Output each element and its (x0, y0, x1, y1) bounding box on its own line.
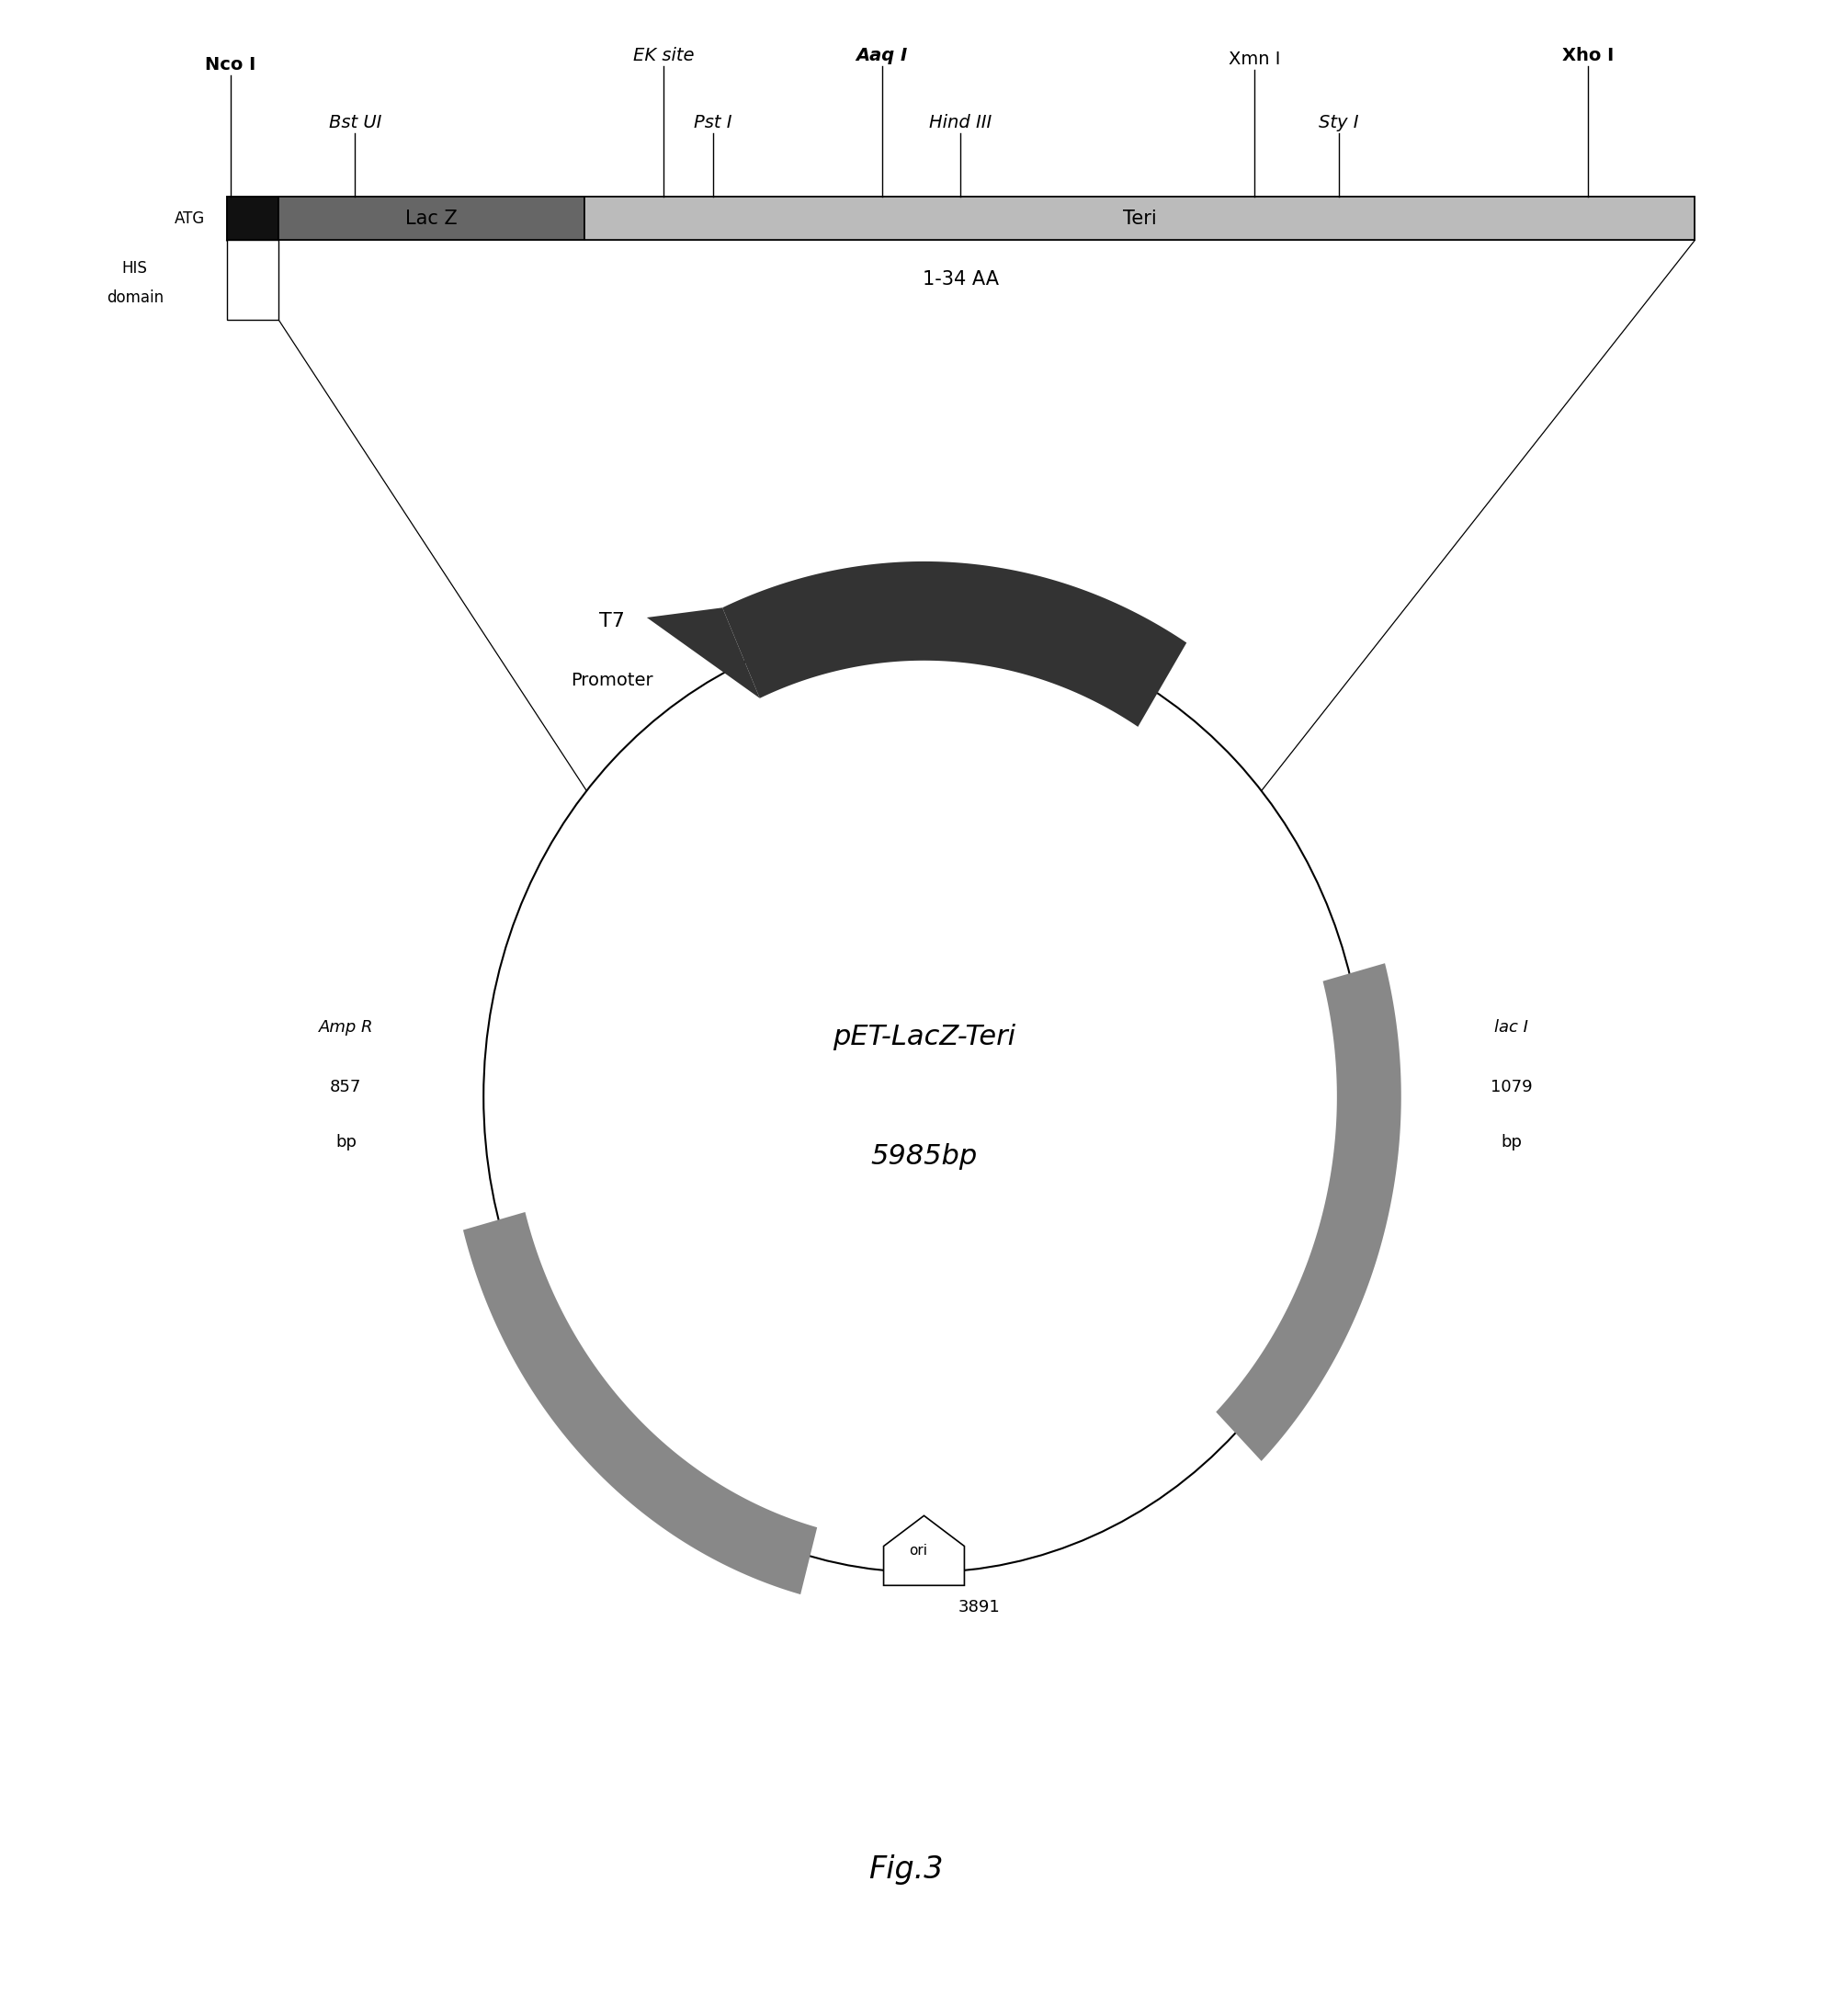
Bar (277, 198, 584, 239)
Text: ATG: ATG (174, 209, 205, 227)
Text: 1-34 AA: 1-34 AA (922, 269, 998, 289)
Text: 857: 857 (331, 1079, 362, 1095)
Text: domain: domain (107, 289, 163, 307)
Text: EK site: EK site (632, 46, 695, 64)
Text: Fig.3: Fig.3 (869, 1855, 942, 1885)
Text: 5985bp: 5985bp (870, 1143, 978, 1169)
Polygon shape (647, 608, 760, 698)
Text: Pst I: Pst I (693, 114, 732, 132)
Text: Teri: Teri (1124, 209, 1157, 227)
Bar (227, 198, 1695, 239)
Text: pET-LacZ-Teri: pET-LacZ-Teri (832, 1023, 1016, 1051)
Text: Aaq I: Aaq I (856, 46, 907, 64)
Text: T7: T7 (599, 612, 625, 630)
Text: Hind III: Hind III (930, 114, 992, 132)
Polygon shape (883, 1516, 965, 1586)
Text: Bst UI: Bst UI (329, 114, 381, 132)
Text: bp: bp (334, 1133, 357, 1151)
Bar (584, 198, 1695, 239)
Text: 3891: 3891 (957, 1598, 1000, 1616)
Text: bp: bp (1501, 1133, 1523, 1151)
Text: Amp R: Amp R (318, 1019, 373, 1035)
Text: Lac Z: Lac Z (405, 209, 456, 227)
Polygon shape (723, 561, 1186, 726)
Bar (227, 239, 277, 319)
Bar (227, 198, 277, 239)
Text: 1079: 1079 (1489, 1079, 1532, 1095)
Text: Xmn I: Xmn I (1229, 50, 1281, 68)
Text: Promoter: Promoter (571, 672, 652, 688)
Text: Xho I: Xho I (1563, 46, 1613, 64)
Polygon shape (464, 1213, 817, 1594)
Text: Sty I: Sty I (1319, 114, 1358, 132)
Text: lac I: lac I (1495, 1019, 1528, 1035)
Text: Nco I: Nco I (205, 56, 255, 74)
Polygon shape (1216, 964, 1401, 1460)
Text: ori: ori (909, 1544, 928, 1558)
Text: HIS: HIS (122, 259, 148, 277)
